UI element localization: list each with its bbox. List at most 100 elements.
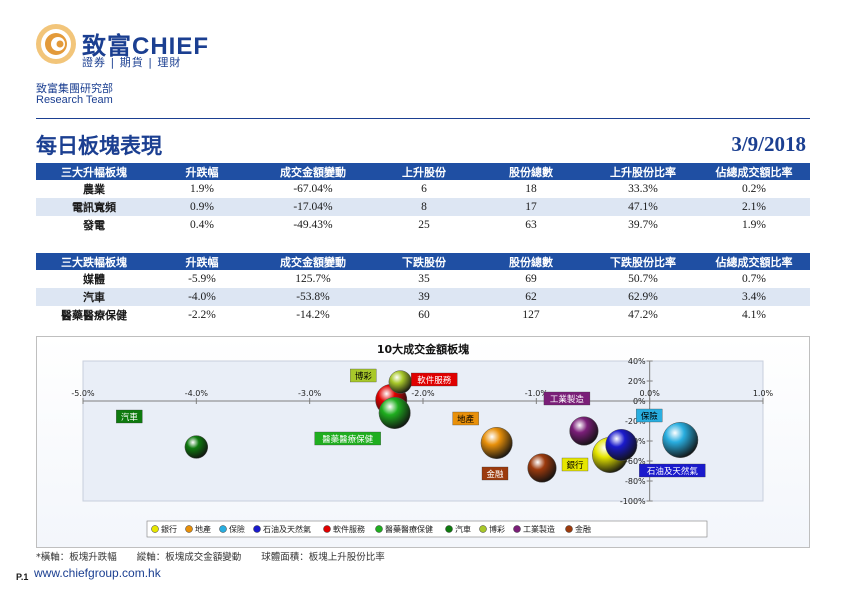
column-header: 下跌股份比率: [588, 253, 698, 270]
bubble-label-box: [116, 409, 143, 424]
table-cell: -14.2%: [296, 309, 330, 321]
table-cell: 47.1%: [588, 198, 698, 216]
legend-marker: [323, 525, 331, 533]
chart-legend: [146, 520, 708, 538]
legend-marker: [445, 525, 453, 533]
legend-label: 地產: [195, 524, 211, 534]
bubble-label-box: [543, 391, 591, 406]
legend-label: 保險: [229, 524, 245, 534]
bubble-chart: 10大成交金額板塊 -5.0% -4.0% -3.0% -2.0% -1.0% 0.0% 1…: [71, 342, 774, 538]
header-divider: [36, 118, 810, 119]
table-cell: 69: [525, 273, 537, 285]
legend-label: 金融: [575, 524, 591, 534]
y-tick-label: 20%: [628, 377, 646, 386]
top-losers-table: 三大跌幅板塊 升跌幅 成交金額變動 下跌股份 股份總數 下跌股份比率 佔總成交額…: [36, 253, 810, 324]
x-tick-label: -5.0%: [71, 389, 95, 398]
column-header: 上升股份比率: [588, 163, 698, 180]
company-logo: 致富CHIEF 證券 | 期貨 | 理財: [34, 22, 244, 69]
logo-emblem-icon: [36, 24, 76, 64]
table-cell: 6: [421, 183, 427, 195]
table-cell: 62: [474, 288, 588, 306]
table-cell: -67.04%: [293, 183, 333, 195]
bubble-label: 地產: [457, 414, 475, 425]
chart-footnote: *橫軸：板塊升跌幅 縱軸：板塊成交金額變動 球體面積：板塊上升股份比率: [36, 552, 385, 563]
table-cell: 33.3%: [628, 183, 658, 195]
table-cell: 63: [525, 219, 537, 231]
table-cell: 47.2%: [628, 309, 658, 321]
legend-marker: [565, 525, 573, 533]
legend-marker: [513, 525, 521, 533]
column-header: 下跌股份: [374, 253, 474, 270]
sector-name: 發電: [83, 219, 105, 232]
table-cell: 39.7%: [628, 219, 658, 231]
bubble-3: [662, 422, 699, 458]
table-cell: 0.2%: [742, 183, 766, 195]
footnote-bubble-size: 球體面積：板塊上升股份比率: [261, 552, 385, 563]
legend-marker: [151, 525, 159, 533]
table-cell: 3.4%: [698, 288, 810, 306]
page-number: P.1: [16, 572, 29, 582]
bubble-label-box: [350, 368, 377, 383]
table-cell: -17.04%: [252, 198, 374, 216]
table-cell: 0.4%: [190, 219, 214, 231]
bubble-label: 金融: [486, 469, 504, 480]
bubble-label: 工業製造: [550, 394, 585, 405]
y-tick-label: -80%: [625, 477, 646, 486]
legend-marker: [185, 525, 193, 533]
sector-name: 電訊寬頻: [36, 198, 152, 216]
legend-marker: [375, 525, 383, 533]
sector-name: 汽車: [36, 288, 152, 306]
legend-label: 博彩: [489, 524, 505, 534]
footnote-x-axis: 橫軸：板塊升跌幅: [40, 552, 117, 563]
table-cell: 0.9%: [152, 198, 252, 216]
bubble-label: 博彩: [355, 371, 373, 382]
bubble-9: [569, 416, 599, 446]
legend-label: 汽車: [455, 524, 471, 534]
x-tick-label: 0.0%: [640, 389, 661, 398]
bubble-label-box: [452, 411, 479, 426]
table-row: 農業 1.9% -67.04% 6 18 33.3% 0.2%: [36, 180, 810, 198]
y-tick-label: -100%: [620, 497, 646, 506]
table-row: 發電 0.4% -49.43% 25 63 39.7% 1.9%: [36, 216, 810, 234]
bubble-label-box: [639, 463, 706, 478]
x-tick-label: -2.0%: [411, 389, 435, 398]
column-header: 股份總數: [474, 253, 588, 270]
column-header: 股份總數: [474, 163, 588, 180]
website-link[interactable]: www.chiefgroup.com.hk: [34, 566, 161, 580]
column-header: 佔總成交額比率: [698, 253, 810, 270]
x-tick-label: -4.0%: [185, 389, 209, 398]
page-title: 每日板塊表現: [36, 134, 162, 158]
table-cell: 1.9%: [190, 183, 214, 195]
y-tick-label: -60%: [625, 457, 646, 466]
column-header: 成交金額變動: [252, 163, 374, 180]
column-header: 成交金額變動: [252, 253, 374, 270]
table-row: 汽車 -4.0% -53.8% 39 62 62.9% 3.4%: [36, 288, 810, 306]
bubble-6: [378, 397, 411, 429]
table-cell: 62.9%: [588, 288, 698, 306]
sector-name: 媒體: [83, 273, 105, 286]
table-cell: 18: [525, 183, 537, 195]
y-tick-label: 0%: [633, 397, 646, 406]
table-cell: -5.9%: [188, 273, 216, 285]
column-header: 升跌幅: [152, 253, 252, 270]
bubble-label-box: [561, 457, 589, 472]
department-en: Research Team: [36, 94, 113, 106]
x-tick-label: -3.0%: [298, 389, 322, 398]
report-date: 3/9/2018: [731, 132, 806, 156]
table-cell: 50.7%: [628, 273, 658, 285]
legend-label: 銀行: [161, 524, 177, 534]
bubble-label: 銀行: [566, 460, 584, 471]
column-header: 佔總成交額比率: [698, 163, 810, 180]
table-header-row: 三大升幅板塊 升跌幅 成交金額變動 上升股份 股份總數 上升股份比率 佔總成交額…: [36, 163, 810, 180]
footnote-y-axis: 縱軸：板塊成交金額變動: [136, 552, 242, 563]
department-cn: 致富集團研究部: [36, 82, 113, 95]
table-row: 醫藥醫療保健 -2.2% -14.2% 60 127 47.2% 4.1%: [36, 306, 810, 324]
table-row: 媒體 -5.9% 125.7% 35 69 50.7% 0.7%: [36, 270, 810, 288]
legend-marker: [253, 525, 261, 533]
table-cell: 0.7%: [742, 273, 766, 285]
y-tick-label: -20%: [625, 417, 646, 426]
table-cell: 4.1%: [742, 309, 766, 321]
table-cell: 60: [418, 309, 430, 321]
table-cell: 35: [418, 273, 430, 285]
column-header: 升跌幅: [152, 163, 252, 180]
